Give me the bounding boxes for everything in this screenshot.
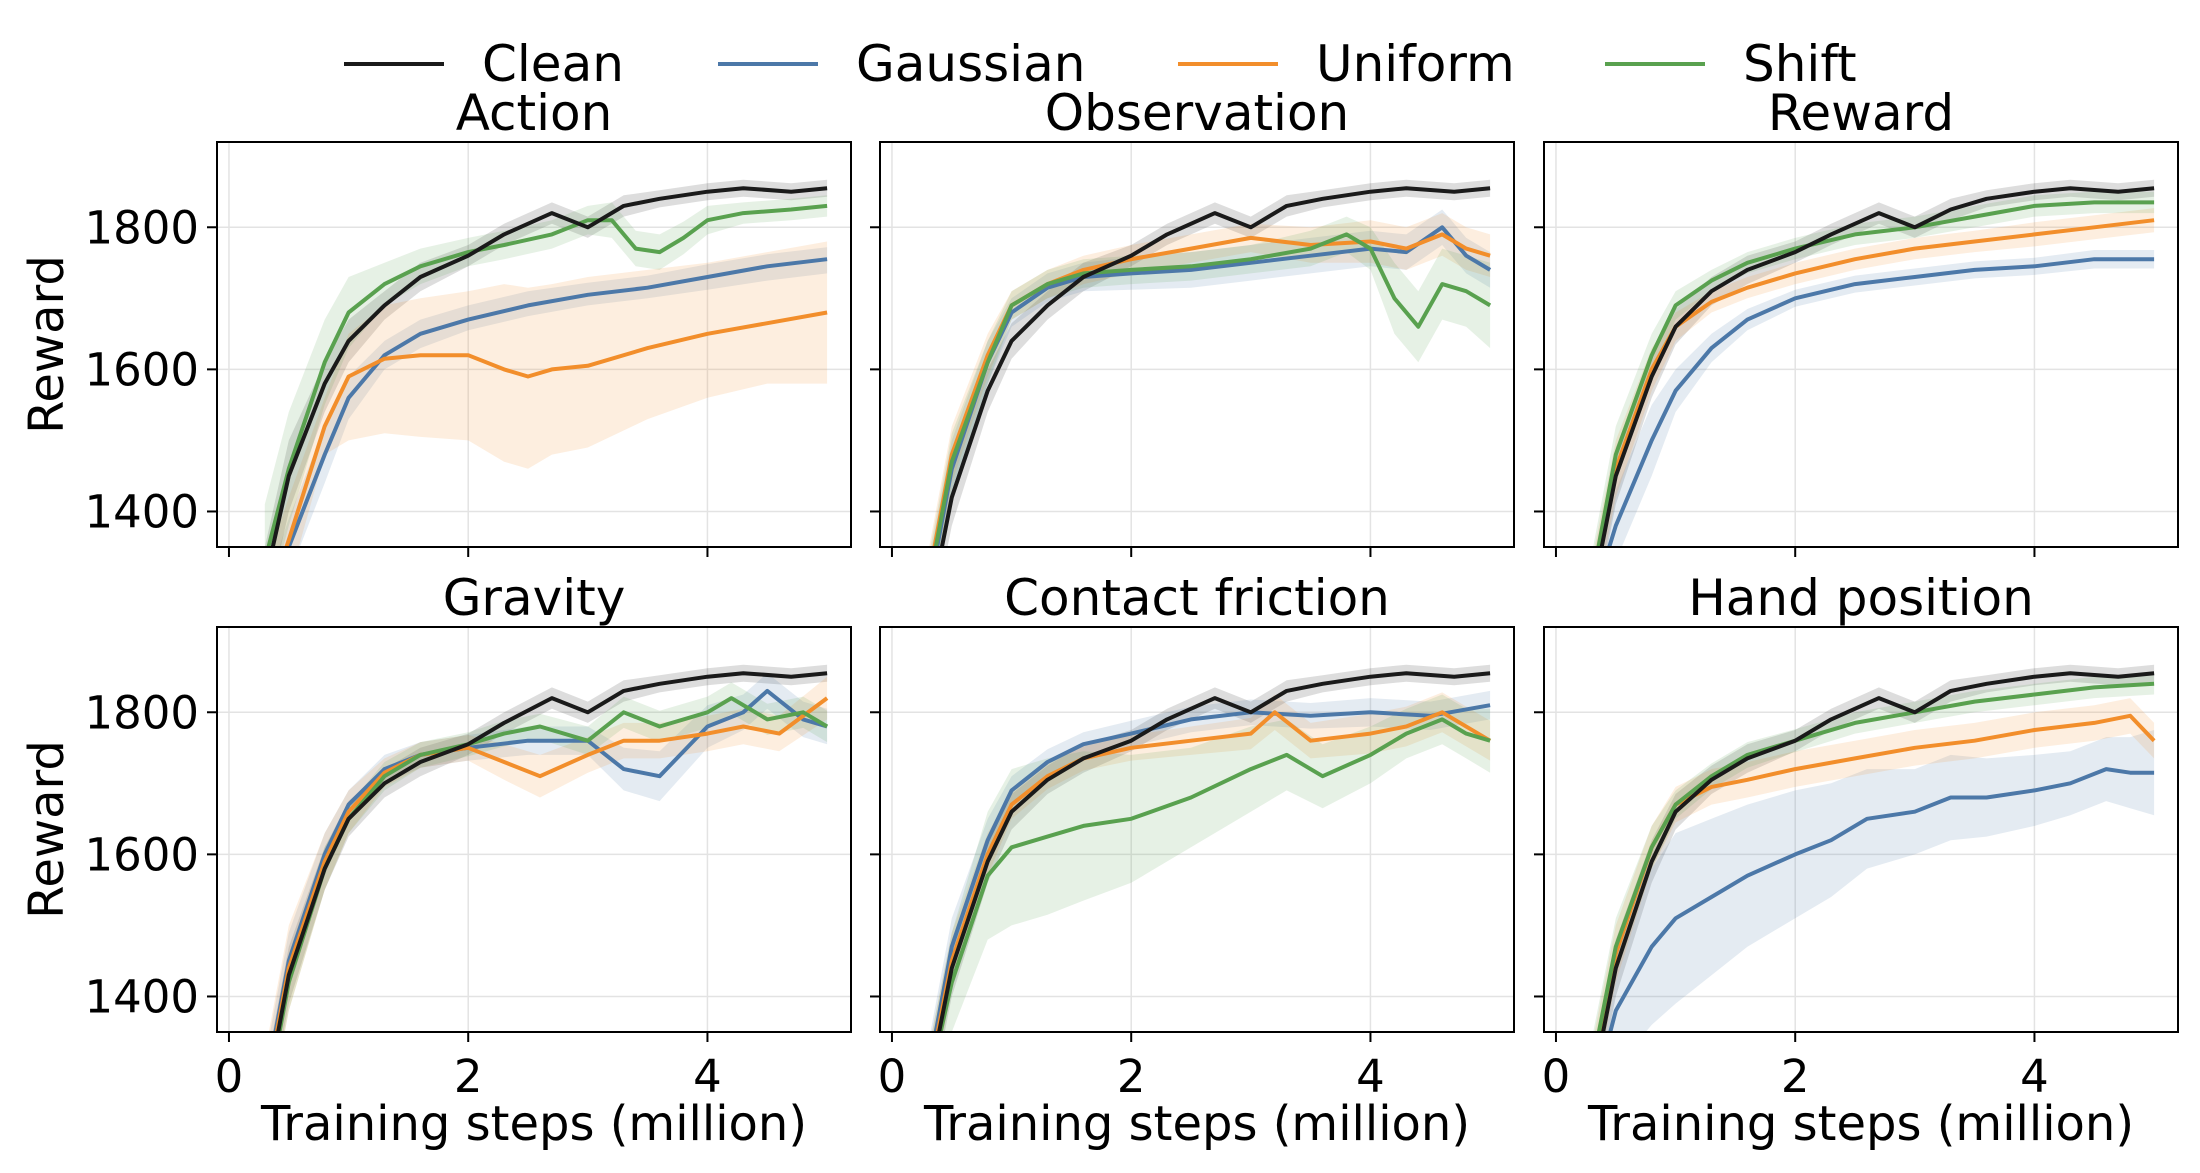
- y-tick-label: 1600: [84, 828, 199, 881]
- panel-observation: Observation: [870, 84, 1515, 557]
- plot-area-action: [264, 179, 828, 547]
- panel-reward: Reward: [1534, 84, 2179, 557]
- series-line-shift-observation: [933, 232, 1492, 547]
- x-tick-label: 4: [2020, 1050, 2049, 1103]
- y-tick-label: 1800: [84, 686, 199, 739]
- x-tick-label: 0: [215, 1050, 244, 1103]
- series-line-uniform-gravity: [274, 696, 829, 1032]
- band-clean-contact-friction: [933, 664, 1491, 1032]
- series-line-clean-reward: [1599, 186, 2155, 547]
- band-gaussian-action: [279, 247, 828, 547]
- band-uniform-contact-friction: [932, 692, 1491, 1032]
- plot-area-contact-friction: [930, 664, 1492, 1032]
- axes-frame-action: [216, 141, 852, 548]
- legend-label-clean: Clean: [482, 35, 624, 93]
- series-line-shift-contact-friction: [938, 717, 1491, 1032]
- plot-area-hand-position: [1593, 664, 2156, 1032]
- series-line-clean-contact-friction: [937, 671, 1491, 1032]
- series-line-clean-action: [270, 186, 828, 547]
- x-tick-label: 2: [454, 1050, 483, 1103]
- x-tick-label: 0: [1542, 1050, 1571, 1103]
- band-uniform-action: [272, 241, 828, 547]
- series-line-uniform-contact-friction: [935, 710, 1492, 1032]
- series-line-clean-gravity: [276, 671, 828, 1032]
- series-line-gaussian-contact-friction: [933, 703, 1491, 1032]
- series-line-gaussian-action: [286, 257, 828, 547]
- x-tick-label: 4: [693, 1050, 722, 1103]
- series-line-uniform-reward: [1598, 218, 2155, 547]
- x-axis-label: Training steps (million): [923, 1096, 1470, 1152]
- panel-contact-friction: 0 2 4 Contact friction: [870, 569, 1515, 1103]
- panel-title-action: Action: [456, 84, 613, 142]
- legend-label-gaussian: Gaussian: [856, 35, 1085, 93]
- x-tick-label: 0: [878, 1050, 907, 1103]
- x-tick-label: 2: [1117, 1050, 1146, 1103]
- y-tick-label: 1800: [84, 201, 199, 254]
- band-shift-contact-friction: [932, 694, 1491, 1032]
- panel-title-hand-position: Hand position: [1688, 569, 2034, 627]
- axes-frame-reward: [1543, 141, 2179, 548]
- axis-labels: Reward Training steps (million) Reward Trai…: [19, 255, 2134, 1152]
- legend-label-uniform: Uniform: [1316, 35, 1515, 93]
- x-tick-label: 4: [1356, 1050, 1385, 1103]
- panel-title-reward: Reward: [1768, 84, 1954, 142]
- series-line-clean-observation: [939, 186, 1491, 547]
- panels: 1400 1600 1800 Action Observation Reward 0 2 4 14…: [84, 84, 2179, 1103]
- band-clean-reward: [1596, 179, 2155, 547]
- plot-area-gravity: [268, 664, 829, 1032]
- x-tick-label: 2: [1781, 1050, 1810, 1103]
- panel-gravity: 0 2 4 1400 1600 1800 Gravity: [84, 569, 852, 1103]
- series-line-gaussian-gravity: [273, 688, 828, 1032]
- axes-frame-observation: [879, 141, 1515, 548]
- band-shift-action: [264, 195, 828, 547]
- x-axis-label: Training steps (million): [1587, 1096, 2134, 1152]
- band-gaussian-hand-position: [1599, 730, 2155, 1032]
- y-axis-label: Reward: [19, 255, 75, 434]
- y-axis-label: Reward: [19, 740, 75, 919]
- x-axis-label: Training steps (million): [260, 1096, 807, 1152]
- band-gaussian-observation: [931, 209, 1491, 547]
- panel-title-observation: Observation: [1045, 84, 1349, 142]
- panel-hand-position: 0 2 4 Hand position: [1534, 569, 2179, 1103]
- series-line-gaussian-hand-position: [1608, 767, 2155, 1032]
- series-line-shift-action: [266, 203, 828, 547]
- series-line-uniform-action: [284, 310, 828, 547]
- axes-frame-gravity: [216, 626, 852, 1033]
- band-shift-gravity: [274, 682, 828, 1032]
- y-tick-label: 1400: [84, 970, 199, 1023]
- legend-label-shift: Shift: [1743, 35, 1857, 93]
- legend: Clean Gaussian Uniform Shift: [344, 35, 1857, 93]
- band-gaussian-contact-friction: [930, 690, 1491, 1032]
- band-uniform-observation: [929, 213, 1491, 547]
- y-tick-label: 1400: [84, 485, 199, 538]
- y-tick-label: 1600: [84, 343, 199, 396]
- band-uniform-gravity: [268, 676, 828, 1032]
- plot-area-observation: [929, 179, 1492, 547]
- panel-action: 1400 1600 1800 Action: [84, 84, 852, 557]
- axes-frame-contact-friction: [879, 626, 1515, 1033]
- panel-title-contact-friction: Contact friction: [1004, 569, 1390, 627]
- band-clean-hand-position: [1597, 664, 2155, 1032]
- panel-title-gravity: Gravity: [443, 569, 626, 627]
- series-line-shift-reward: [1596, 200, 2155, 547]
- series-line-clean-hand-position: [1601, 671, 2155, 1032]
- series-line-gaussian-reward: [1607, 257, 2155, 547]
- plot-area-reward: [1593, 179, 2155, 547]
- axes-frame-hand-position: [1543, 626, 2179, 1033]
